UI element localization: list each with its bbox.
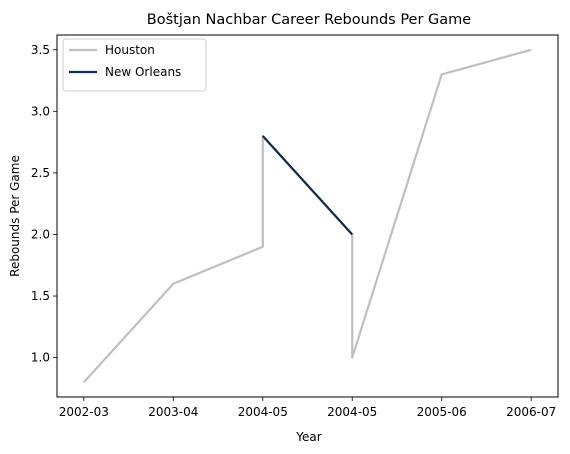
- y-tick-label: 3.0: [31, 104, 50, 118]
- x-tick-label: 2003-04: [148, 405, 198, 419]
- series-layer: [83, 48, 532, 383]
- x-tick-label: 2002-03: [59, 405, 109, 419]
- legend-label: Houston: [105, 43, 155, 57]
- x-axis-label: Year: [295, 430, 321, 444]
- y-axis-label: Rebounds Per Game: [8, 155, 22, 277]
- y-tick-label: 3.5: [31, 43, 50, 57]
- legend-label: New Orleans: [105, 65, 181, 79]
- x-tick-label: 2005-06: [417, 405, 467, 419]
- chart-title: Boštjan Nachbar Career Rebounds Per Game: [147, 12, 472, 28]
- y-axis: 1.0 1.5 2.0 2.5 3.0 3.5: [31, 43, 57, 365]
- series-line-0: [83, 48, 532, 383]
- x-tick-label: 2006-07: [506, 405, 556, 419]
- y-tick-label: 1.5: [31, 289, 50, 303]
- y-tick-label: 1.0: [31, 351, 50, 365]
- y-tick-label: 2.0: [31, 227, 50, 241]
- x-axis: 2002-03 2003-04 2004-05 2004-05 2005-06 2006-…: [59, 397, 556, 419]
- x-tick-label: 2004-05: [327, 405, 377, 419]
- plot-area: [56, 34, 559, 398]
- legend: Houston New Orleans: [62, 38, 207, 92]
- legend-box: [62, 38, 207, 92]
- x-tick-label: 2004-05: [238, 405, 288, 419]
- y-tick-label: 2.5: [31, 166, 50, 180]
- series-line-1: [261, 135, 354, 236]
